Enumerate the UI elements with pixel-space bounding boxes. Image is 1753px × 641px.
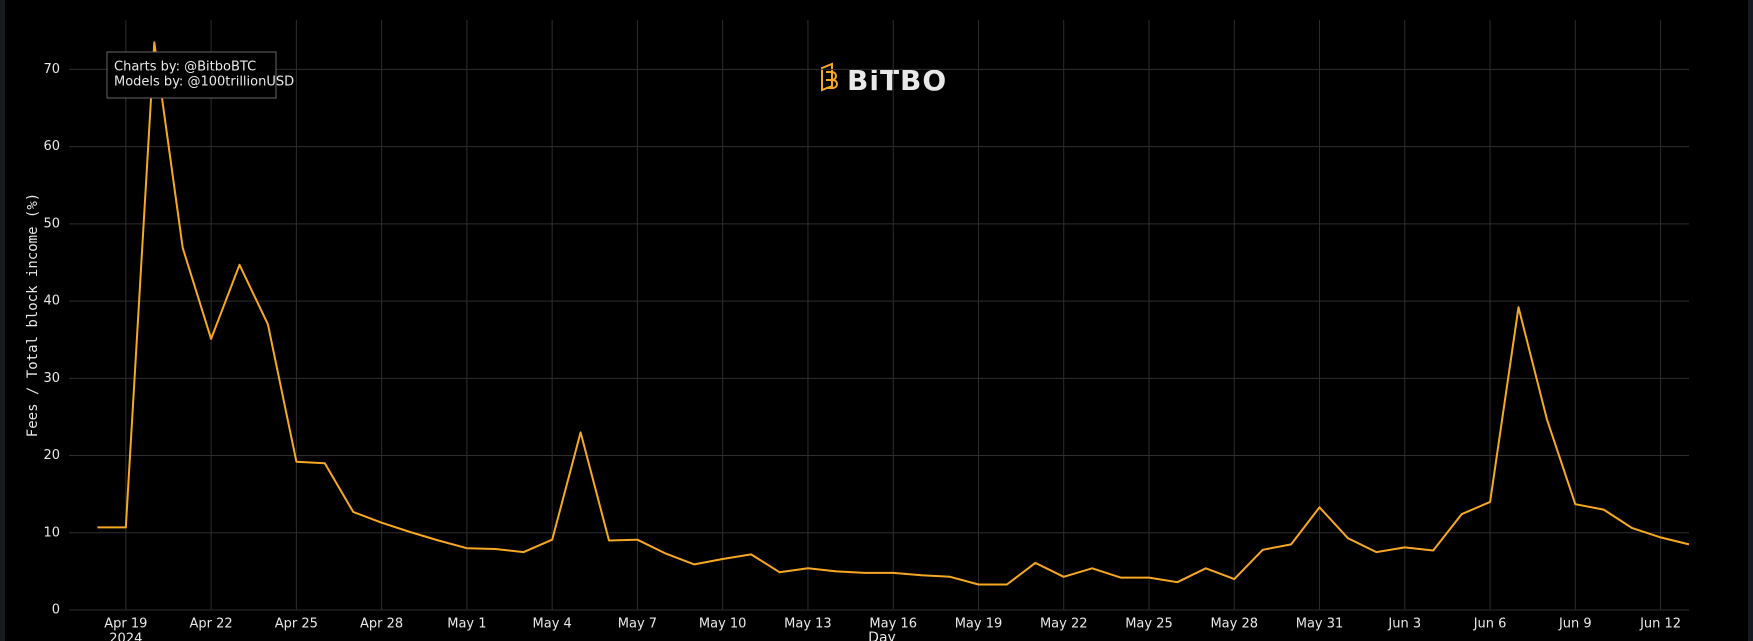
x-tick-label: May 1 — [447, 617, 486, 632]
x-tick-label: May 4 — [533, 617, 572, 632]
y-tick-label: 60 — [43, 139, 60, 154]
x-tick-label: May 7 — [618, 617, 657, 632]
x-tick-label: Apr 22 — [190, 617, 233, 632]
x-tick-label: May 19 — [955, 617, 1003, 632]
x-tick-label: Jun 9 — [1558, 617, 1592, 632]
data-line — [97, 41, 1690, 586]
x-tick-label: May 25 — [1125, 617, 1173, 632]
x-tick-label: May 16 — [869, 617, 917, 632]
y-tick-label: 0 — [52, 603, 60, 618]
watermark-line: Models by: @100trillionUSD — [114, 75, 294, 90]
chart-background — [5, 0, 1748, 641]
x-tick-label: Jun 12 — [1639, 617, 1681, 632]
x-tick-label: May 31 — [1296, 617, 1344, 632]
x-tick-label: Jun 6 — [1473, 617, 1507, 632]
logo-icon — [821, 62, 838, 92]
x-tick-label: Jun 3 — [1387, 617, 1421, 632]
x-tick-label: Apr 25 — [275, 617, 318, 632]
y-tick-label: 30 — [43, 371, 60, 386]
x-tick-label: May 10 — [699, 617, 747, 632]
x-tick-label: May 13 — [784, 617, 832, 632]
y-tick-label: 10 — [43, 525, 60, 540]
y-tick-label: 20 — [43, 448, 60, 463]
x-tick-label: Apr 28 — [360, 617, 403, 632]
x-tick-label: May 22 — [1040, 617, 1088, 632]
y-tick-label: 50 — [43, 216, 60, 231]
y-tick-label: 70 — [43, 62, 60, 77]
x-tick-label: May 28 — [1210, 617, 1258, 632]
watermark-line: Charts by: @BitboBTC — [114, 60, 256, 75]
watermark-box — [106, 51, 277, 99]
x-axis-label: Day — [868, 630, 896, 641]
x-tick-year: 2024 — [109, 632, 142, 641]
grid — [69, 20, 1689, 611]
x-tick-label: Apr 19 — [104, 617, 147, 632]
watermark: Charts by: @BitboBTC Models by: @100tril… — [106, 51, 294, 99]
y-tick-label: 40 — [43, 294, 60, 309]
y-axis-label: Fees / Total block income (%) — [25, 193, 41, 437]
